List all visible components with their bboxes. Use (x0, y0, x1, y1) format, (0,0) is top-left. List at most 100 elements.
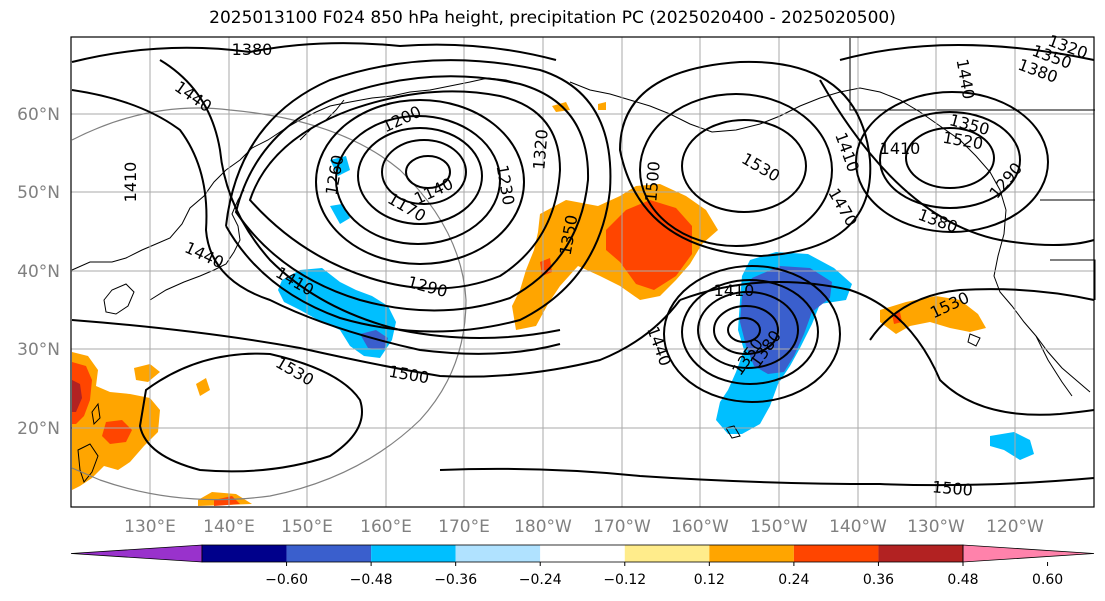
contour-ne-1440 (839, 44, 1095, 61)
coast-border3 (1050, 259, 1096, 300)
colorbar-tick-label: 0.36 (863, 572, 894, 588)
lon-label: 160°E (360, 517, 412, 537)
graticule (71, 37, 1094, 507)
contour-label: 1530 (272, 353, 317, 390)
contour-1500 (71, 299, 681, 378)
contour-low-east-2 (713, 305, 779, 355)
coast-taiwan (91, 402, 101, 426)
coast-island (967, 333, 981, 347)
contour-label: 1410 (714, 281, 755, 300)
contour-1410-east (819, 79, 1095, 246)
coast-border1 (849, 38, 1095, 111)
shade-blue-north1 (330, 156, 350, 176)
colorbar-segment (371, 545, 456, 562)
analysis-ring (71, 107, 467, 501)
contour-1350 (225, 59, 612, 333)
colorbar-segment (624, 545, 710, 562)
shade-small-orange1 (134, 364, 160, 382)
coast-hawaii (725, 425, 741, 439)
colorbar-tick-label: 0.24 (778, 572, 809, 588)
colorbar-extend-high (962, 544, 1095, 563)
colorbar-tick-label: −0.48 (350, 572, 393, 588)
contour-1380 (71, 42, 557, 63)
colorbar-segment (455, 545, 541, 562)
contour-ne-low-3 (855, 91, 1049, 233)
map-frame (70, 36, 1095, 508)
shade-small-orange2 (196, 378, 210, 396)
shade-wpac-red2 (102, 420, 132, 444)
lon-label: 170°E (438, 517, 490, 537)
contour-alaska-high-1500 (639, 93, 833, 247)
colorbar-segment (202, 545, 287, 562)
colorbar: −0.60 −0.48 −0.36 −0.24 −0.12 0.12 0.24 0.36 0.4… (70, 544, 1095, 588)
coast-japan (149, 189, 245, 301)
colorbar-tick-label: −0.12 (603, 572, 646, 588)
contour-low-1140 (405, 155, 451, 189)
colorbar-segment (878, 545, 963, 562)
colorbar-segment (709, 545, 794, 562)
contour-1440-a (71, 89, 561, 355)
colorbar-segment (540, 545, 625, 562)
contour-low-1200 (357, 127, 483, 225)
colorbar-tick-label: −0.36 (434, 572, 477, 588)
coast-na-west (993, 209, 1091, 393)
contour-1410-a (159, 59, 561, 339)
contour-low-1230 (335, 115, 501, 245)
contour-ne-low-2 (879, 111, 1021, 209)
contour-1530-ne (869, 288, 1095, 341)
lon-label: 120°W (986, 517, 1044, 537)
lon-label: 150°W (750, 517, 808, 537)
contour-alaska-high-1530 (681, 119, 807, 213)
contour-label: 1440 (953, 57, 979, 100)
contour-label: 1380 (232, 40, 273, 59)
contour-1470 (618, 60, 872, 258)
lon-label: 150°E (281, 517, 333, 537)
contour-low-1260 (315, 99, 525, 265)
lat-label: 20°N (17, 419, 60, 439)
contour-1530-west (138, 352, 363, 473)
contour-label: 1530 (738, 149, 783, 186)
contour-label: 1410 (880, 139, 921, 158)
contour-label: 1410 (121, 162, 140, 203)
lat-label: 50°N (17, 183, 60, 203)
contour-label: 1440 (171, 77, 215, 116)
coast-korea (103, 283, 135, 315)
lon-labels: 130°E 140°E 150°E 160°E 170°E 180°W 170°… (124, 517, 1044, 537)
lon-label: 130°E (124, 517, 176, 537)
height-contours (71, 42, 1095, 487)
colorbar-outline (201, 544, 964, 563)
contour-1500-south (439, 467, 1095, 487)
lat-label: 60°N (17, 105, 60, 125)
shade-cpac-red (606, 200, 692, 290)
coast-baja (1035, 335, 1073, 397)
lat-label: 40°N (17, 262, 60, 282)
colorbar-tick-label: 0.12 (694, 572, 725, 588)
colorbar-extend-low (70, 544, 203, 563)
coast-asia (71, 77, 521, 271)
shade-small-red3 (214, 496, 240, 506)
contour-label: 1500 (931, 477, 973, 499)
contour-label: 1440 (182, 238, 227, 272)
colorbar-tick-label: 0.48 (947, 572, 978, 588)
shade-blue-south (990, 432, 1034, 460)
lat-labels: 60°N 50°N 40°N 30°N 20°N (17, 105, 60, 439)
colorbar-tick-label: −0.60 (265, 572, 308, 588)
contour-ne-low-1 (905, 127, 995, 189)
contour-low-1170 (381, 139, 467, 205)
contour-low-east-4 (681, 279, 819, 385)
lon-label: 170°W (593, 517, 651, 537)
contour-1290 (248, 90, 562, 290)
shade-blue-north2 (330, 204, 350, 224)
contour-low-east-5 (663, 265, 841, 403)
contour-label: 1260 (322, 153, 348, 196)
contour-label: 1500 (641, 160, 663, 202)
contour-label: 1440 (643, 324, 675, 369)
contour-1410-mid (679, 281, 1095, 416)
lon-label: 160°W (671, 517, 729, 537)
shade-small-orange5 (598, 102, 606, 110)
lon-label: 180°W (514, 517, 572, 537)
precip-shading (72, 102, 1034, 506)
contour-low-east-3 (697, 291, 799, 369)
contour-label: 1290 (405, 272, 449, 301)
